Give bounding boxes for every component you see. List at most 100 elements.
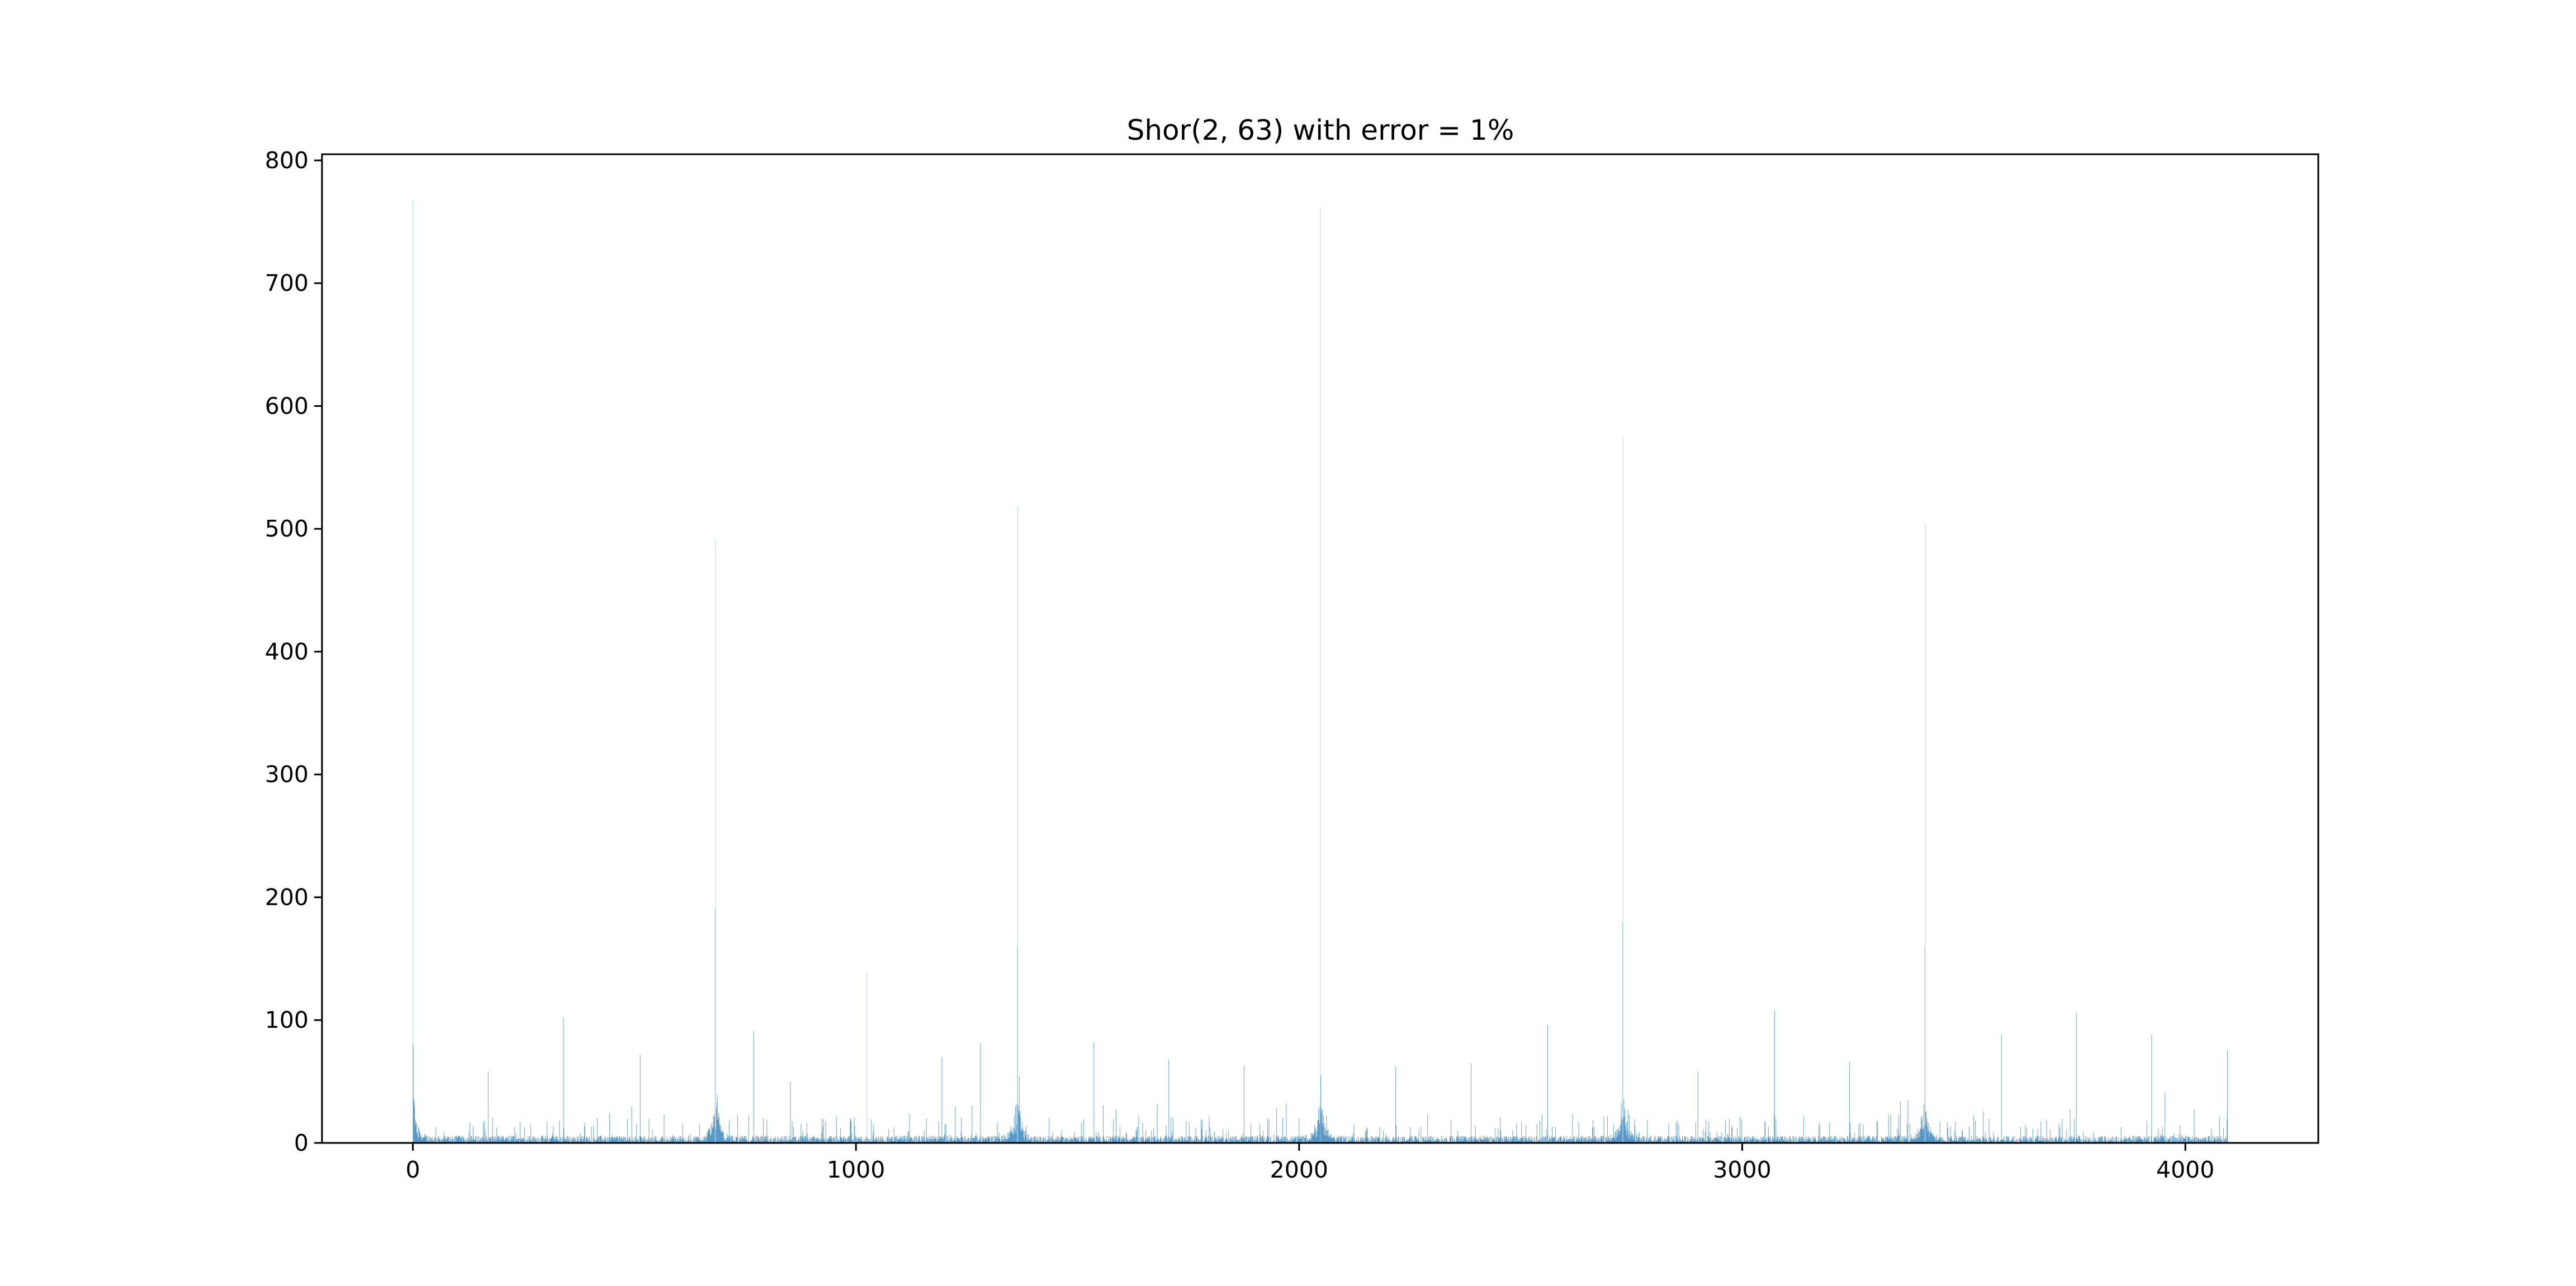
- histogram-bar: [2224, 1138, 2225, 1143]
- histogram-bar: [1608, 1136, 1609, 1143]
- histogram-bar: [913, 1137, 915, 1143]
- histogram-bar: [1788, 1140, 1789, 1143]
- histogram-bar: [2219, 1116, 2220, 1143]
- histogram-bar: [1603, 1136, 1604, 1143]
- histogram-bar: [2196, 1141, 2197, 1143]
- histogram-bar: [1914, 1136, 1915, 1143]
- histogram-bar: [1483, 1135, 1484, 1143]
- histogram-bar: [988, 1137, 989, 1143]
- histogram-bar: [1844, 1138, 1845, 1143]
- histogram-bar: [868, 1141, 869, 1143]
- histogram-bar: [767, 1140, 768, 1143]
- histogram-bar: [1484, 1138, 1485, 1143]
- histogram-bar: [790, 1140, 792, 1143]
- histogram-bar: [2224, 1140, 2225, 1143]
- histogram-bar: [1680, 1139, 1681, 1143]
- histogram-bar: [1069, 1136, 1071, 1143]
- histogram-bar: [2215, 1140, 2216, 1143]
- histogram-bar: [458, 1136, 460, 1143]
- histogram-bar: [1058, 1137, 1059, 1143]
- histogram-bar: [2225, 1136, 2226, 1143]
- histogram-bar: [541, 1136, 542, 1143]
- histogram-bar: [1827, 1140, 1829, 1143]
- histogram-bar: [1030, 1139, 1031, 1143]
- histogram-bar: [1322, 1110, 1323, 1143]
- histogram-bar: [1658, 1136, 1659, 1143]
- histogram-bar: [565, 1141, 566, 1143]
- histogram-bar: [1675, 1141, 1677, 1143]
- histogram-bar: [1674, 1141, 1675, 1143]
- histogram-bar: [1571, 1141, 1573, 1143]
- histogram-bar: [949, 1140, 950, 1143]
- histogram-bar: [1308, 1140, 1309, 1143]
- histogram-bar: [630, 1140, 631, 1143]
- histogram-bar: [1870, 1138, 1871, 1143]
- histogram-bar: [2094, 1140, 2095, 1143]
- histogram-bar: [1094, 1137, 1095, 1143]
- histogram-bar: [1019, 1076, 1020, 1143]
- histogram-bar: [1168, 1059, 1169, 1143]
- histogram-bar: [1515, 1136, 1516, 1143]
- histogram-bar: [1779, 1140, 1780, 1143]
- histogram-bar: [901, 1137, 902, 1143]
- histogram-bar: [1003, 1138, 1004, 1143]
- histogram-bar: [495, 1136, 496, 1143]
- histogram-bar: [813, 1136, 815, 1143]
- histogram-bar: [802, 1136, 803, 1143]
- histogram-bar: [1660, 1136, 1661, 1143]
- histogram-bar: [1668, 1123, 1669, 1143]
- histogram-bar: [2151, 1135, 2152, 1143]
- histogram-bar: [2044, 1138, 2045, 1143]
- histogram-bar: [425, 1137, 426, 1143]
- histogram-bar: [634, 1136, 636, 1143]
- histogram-bar: [1200, 1138, 1201, 1143]
- histogram-bar: [1038, 1137, 1039, 1143]
- histogram-bar: [521, 1137, 522, 1143]
- histogram-bar: [1692, 1137, 1693, 1143]
- histogram-bar: [510, 1141, 512, 1143]
- histogram-bar: [1617, 1136, 1618, 1143]
- histogram-bar: [1761, 1140, 1762, 1143]
- histogram-bar: [1093, 1042, 1095, 1143]
- histogram-bar: [1327, 1131, 1328, 1143]
- histogram-bar: [1225, 1138, 1227, 1143]
- histogram-bar: [1022, 1129, 1024, 1143]
- histogram-bar: [1385, 1137, 1386, 1143]
- histogram-bar: [1424, 1140, 1425, 1143]
- histogram-bar: [1716, 1138, 1717, 1143]
- histogram-bar: [1098, 1140, 1100, 1143]
- histogram-bar: [1467, 1140, 1468, 1143]
- histogram-bar: [1741, 1119, 1742, 1143]
- histogram-bar: [1219, 1140, 1220, 1143]
- histogram-bar: [496, 1139, 498, 1143]
- histogram-bar: [1541, 1138, 1542, 1143]
- histogram-bar: [1425, 1139, 1426, 1143]
- histogram-bar: [1962, 1131, 1963, 1143]
- histogram-bar: [876, 1136, 877, 1143]
- histogram-bar: [2120, 1127, 2122, 1143]
- histogram-bar: [1891, 1137, 1892, 1143]
- histogram-bar: [1064, 1139, 1066, 1143]
- histogram-bar: [724, 1140, 726, 1143]
- histogram-bar: [1784, 1137, 1786, 1143]
- histogram-bar: [1884, 1141, 1885, 1143]
- histogram-bar: [2154, 1137, 2156, 1143]
- histogram-bar: [1758, 1139, 1759, 1143]
- histogram-bar: [1048, 1136, 1049, 1143]
- histogram-bar: [1367, 1138, 1368, 1143]
- histogram-bar: [1746, 1137, 1748, 1143]
- histogram-bar: [1427, 1114, 1428, 1143]
- histogram-bar: [1859, 1137, 1860, 1143]
- histogram-bar: [2146, 1140, 2147, 1143]
- histogram-bar: [1886, 1136, 1887, 1143]
- histogram-bar: [2171, 1136, 2172, 1143]
- histogram-bar: [1869, 1135, 1870, 1143]
- histogram-bar: [1136, 1128, 1137, 1143]
- histogram-bar: [1947, 1122, 1948, 1143]
- histogram-bar: [2124, 1136, 2125, 1143]
- histogram-bar: [600, 1136, 602, 1143]
- histogram-bar: [1039, 1140, 1040, 1143]
- histogram-bar: [1655, 1136, 1656, 1143]
- histogram-bar: [638, 1139, 639, 1143]
- histogram-bar: [1456, 1138, 1457, 1143]
